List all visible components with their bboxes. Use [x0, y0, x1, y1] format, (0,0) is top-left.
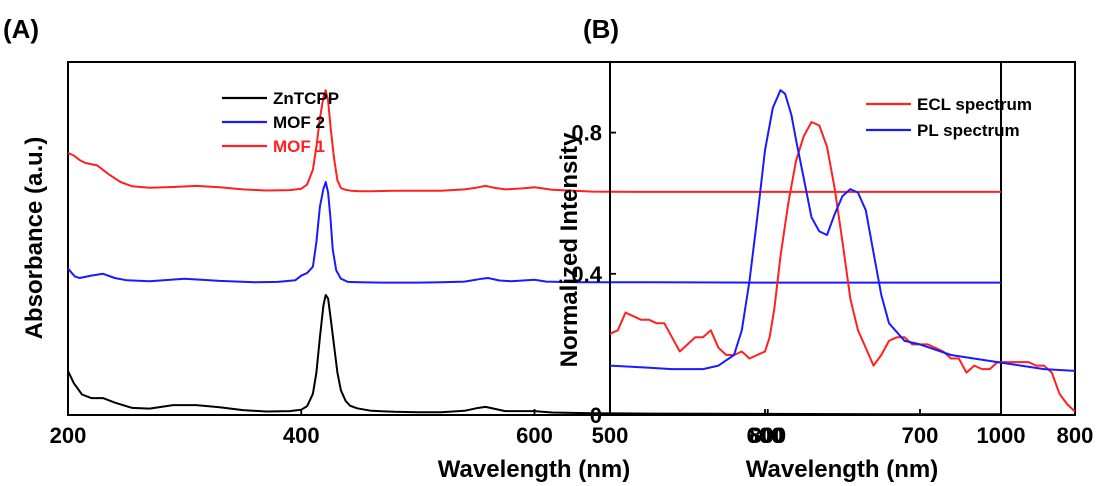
panel-a-x-axis-title: Wavelength (nm): [438, 456, 630, 483]
panel-a-x-tick-label-200: 200: [50, 423, 87, 448]
panel-a-series-lines: [67, 89, 1001, 416]
panel-b-label: (B): [583, 14, 619, 44]
panel-b-frame: [609, 61, 1076, 416]
panel-a-y-axis-title: Absorbance (a.u.): [21, 137, 48, 340]
panel-b-x-tick-label-800: 800: [1057, 423, 1094, 448]
panel-a-frame: [67, 61, 1002, 416]
legend-label-mof1: MOF 1: [273, 137, 325, 156]
panel-a-absorbance-chart: (A) 200 400 600 800 1000 Wavelength (nm) Abs…: [3, 14, 1025, 483]
panel-a-x-tick-label-400: 400: [283, 423, 320, 448]
panel-b-y-tick-label-0: 0: [590, 403, 602, 428]
panel-b-series-line-ecl-spectrum: [609, 121, 1076, 413]
panel-a-x-tick-label-1000: 1000: [977, 423, 1026, 448]
panel-a-series-line-mof-2: [67, 181, 1001, 284]
legend-label-mof2: MOF 2: [273, 113, 325, 132]
panel-a-legend: ZnTCPP MOF 2 MOF 1: [222, 89, 339, 156]
panel-a-x-tick-label-800: 800: [749, 423, 786, 448]
panel-b-x-axis-title: Wavelength (nm): [746, 456, 938, 483]
panel-b-x-tick-label-600: 600: [747, 423, 784, 448]
panel-a-series-line-mof-1: [67, 89, 1001, 193]
panel-a-x-tick-label-600: 600: [516, 423, 553, 448]
panel-b-ticks: 500 600 700 800 0 0.4 0.8: [571, 121, 1093, 448]
panel-b-y-tick-label-0-8: 0.8: [571, 121, 602, 146]
legend-label-zntcpp: ZnTCPP: [273, 89, 339, 108]
panel-a-series-line-zntcpp: [67, 294, 1001, 416]
panel-b-y-tick-label-0-4: 0.4: [571, 262, 602, 287]
panel-a-x-ticks: 200 400 600 800 1000: [50, 409, 1026, 448]
legend-label-pl: PL spectrum: [917, 121, 1020, 140]
panel-b-x-tick-label-700: 700: [902, 423, 939, 448]
panel-b-legend: ECL spectrum PL spectrum: [866, 95, 1032, 140]
panel-b-series-lines: [609, 89, 1076, 413]
panel-b-y-axis-title: Normalized Intensity: [556, 132, 583, 367]
panel-a-label: (A): [3, 14, 39, 44]
panel-b-x-tick-label-500: 500: [592, 423, 629, 448]
panel-b-series-line-pl-spectrum: [609, 89, 1076, 372]
legend-label-ecl: ECL spectrum: [917, 95, 1032, 114]
